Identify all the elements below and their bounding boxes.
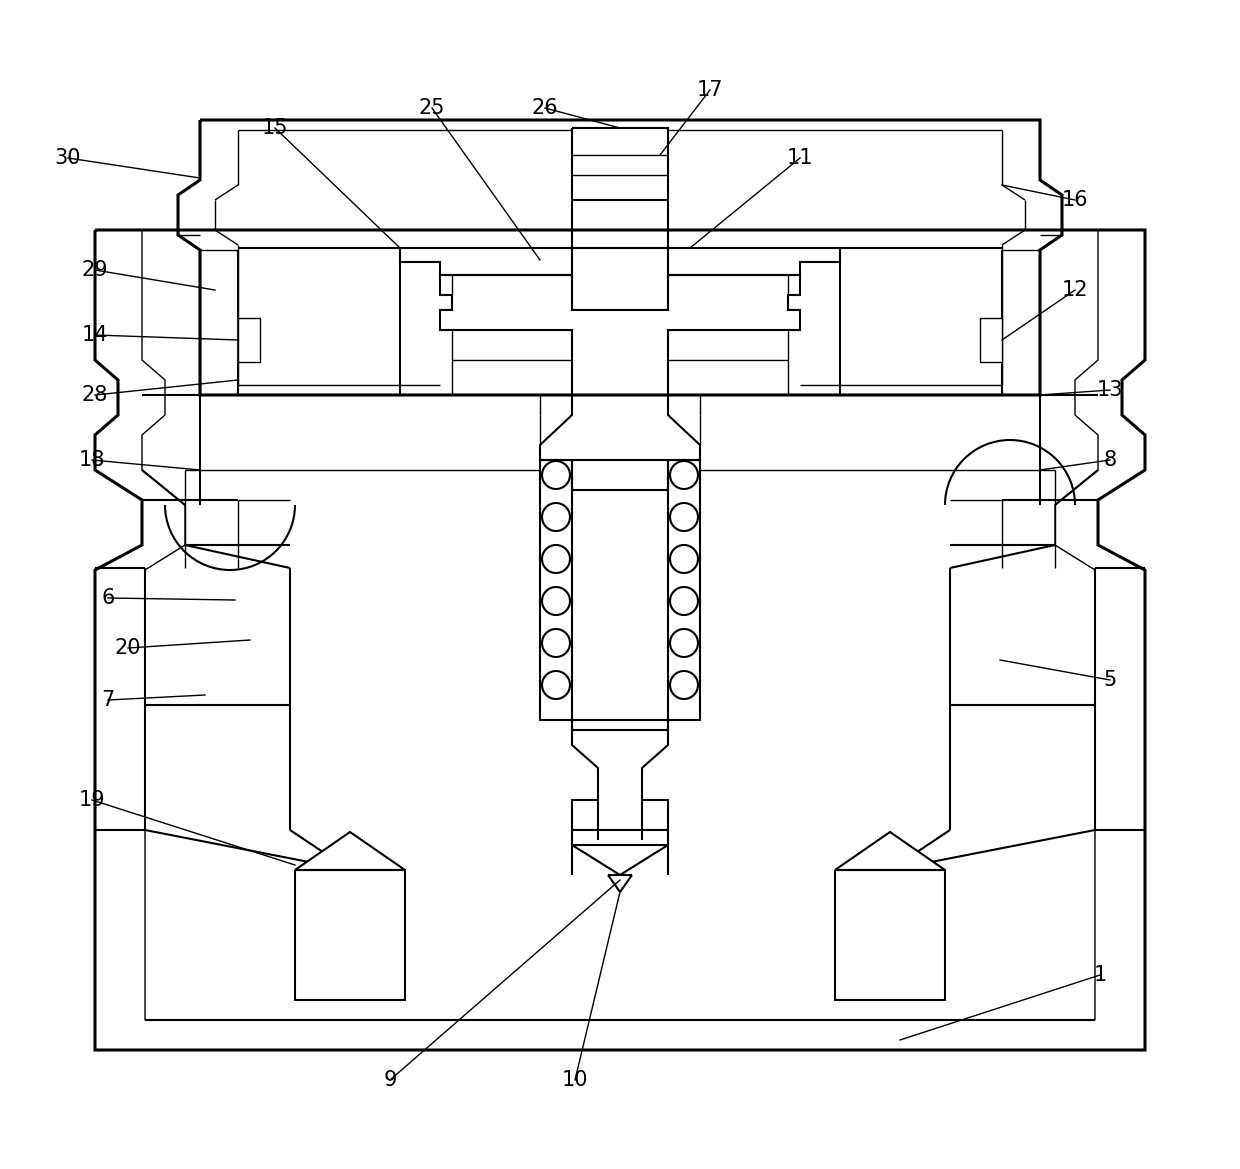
- Polygon shape: [295, 832, 405, 870]
- Polygon shape: [95, 230, 1145, 1050]
- Text: 30: 30: [55, 148, 82, 168]
- Text: 13: 13: [1096, 380, 1123, 400]
- Text: 19: 19: [78, 790, 105, 810]
- Circle shape: [670, 461, 698, 489]
- Text: 20: 20: [115, 638, 141, 658]
- Polygon shape: [295, 870, 405, 999]
- Text: 12: 12: [1061, 281, 1089, 300]
- Circle shape: [542, 503, 570, 531]
- Text: 15: 15: [262, 118, 288, 138]
- Text: 5: 5: [1104, 670, 1117, 690]
- Polygon shape: [572, 845, 668, 876]
- Circle shape: [542, 671, 570, 699]
- Polygon shape: [835, 832, 945, 870]
- Text: 16: 16: [1061, 191, 1089, 210]
- Text: 14: 14: [82, 325, 108, 345]
- Text: 11: 11: [786, 148, 813, 168]
- Polygon shape: [179, 120, 1061, 395]
- Polygon shape: [539, 459, 701, 729]
- Circle shape: [542, 545, 570, 573]
- Circle shape: [670, 503, 698, 531]
- Circle shape: [542, 629, 570, 657]
- Polygon shape: [980, 318, 1002, 362]
- Polygon shape: [572, 720, 668, 830]
- Text: 29: 29: [82, 260, 108, 281]
- Circle shape: [670, 545, 698, 573]
- Text: 8: 8: [1104, 450, 1116, 470]
- Polygon shape: [401, 248, 839, 275]
- Polygon shape: [572, 127, 668, 200]
- Polygon shape: [238, 318, 260, 362]
- Polygon shape: [440, 275, 800, 395]
- Text: 18: 18: [79, 450, 105, 470]
- Polygon shape: [143, 230, 1097, 1021]
- Text: 26: 26: [532, 98, 558, 118]
- Text: 1: 1: [1094, 964, 1106, 985]
- Text: 17: 17: [697, 79, 723, 101]
- Text: 9: 9: [383, 1070, 397, 1090]
- Text: 28: 28: [82, 385, 108, 404]
- Text: 7: 7: [102, 690, 114, 710]
- Text: 6: 6: [102, 588, 114, 608]
- Circle shape: [542, 461, 570, 489]
- Polygon shape: [539, 395, 701, 490]
- Circle shape: [670, 671, 698, 699]
- Circle shape: [542, 587, 570, 615]
- Text: 25: 25: [419, 98, 445, 118]
- Text: 10: 10: [562, 1070, 588, 1090]
- Polygon shape: [835, 870, 945, 999]
- Circle shape: [670, 587, 698, 615]
- Circle shape: [670, 629, 698, 657]
